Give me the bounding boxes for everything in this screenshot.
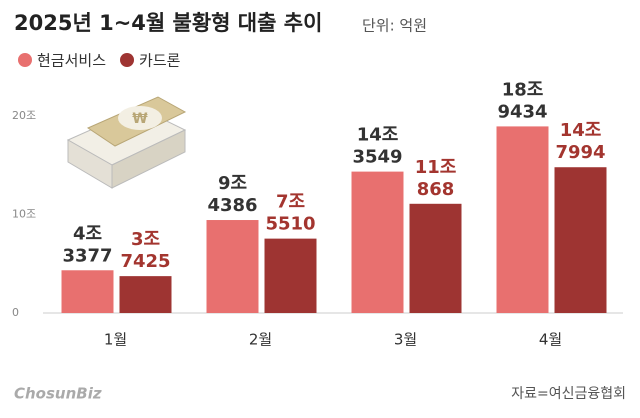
value-label: 7425: [120, 251, 170, 272]
value-label: 868: [417, 179, 455, 200]
value-label: 4조: [73, 223, 102, 244]
bar: [119, 276, 172, 313]
legend-label: 현금서비스: [37, 52, 106, 70]
x-tick-label: 1월: [104, 331, 127, 349]
value-label: 11조: [415, 157, 457, 178]
bar: [496, 126, 549, 314]
bar: [554, 167, 607, 313]
illustration: ₩: [66, 96, 187, 189]
value-label: 3549: [352, 147, 402, 168]
value-label: 4386: [207, 195, 257, 216]
y-tick-label: 10조: [12, 208, 36, 221]
bar: [61, 270, 114, 313]
bar: [206, 220, 259, 313]
value-label: 9조: [218, 173, 247, 194]
bar: [351, 171, 404, 313]
legend-label: 카드론: [139, 52, 181, 70]
value-label: 3조: [131, 229, 160, 250]
legend-swatch: [18, 53, 32, 67]
y-tick-label: 0: [12, 306, 19, 319]
value-label: 5510: [265, 214, 315, 235]
x-tick-label: 3월: [394, 331, 417, 349]
bar: [409, 203, 462, 313]
x-tick-label: 4월: [539, 331, 562, 349]
logo: ChosunBiz: [14, 385, 102, 403]
value-label: 7994: [555, 142, 605, 163]
chart-title: 2025년 1~4월 불황형 대출 추이: [14, 11, 322, 35]
value-label: 14조: [560, 120, 602, 141]
legend-swatch: [120, 53, 135, 67]
x-tick-label: 2월: [249, 331, 272, 349]
value-label: 18조: [502, 79, 544, 100]
value-label: 14조: [357, 125, 399, 146]
chart-subtitle: 단위: 억원: [362, 17, 427, 35]
source: 자료=여신금융협회: [511, 386, 626, 402]
bar: [264, 238, 317, 313]
value-label: 7조: [276, 192, 305, 213]
y-tick-label: 20조: [12, 109, 36, 122]
value-label: 3377: [62, 245, 112, 266]
value-label: 9434: [497, 101, 547, 122]
icon-symbol: ₩: [132, 111, 148, 127]
